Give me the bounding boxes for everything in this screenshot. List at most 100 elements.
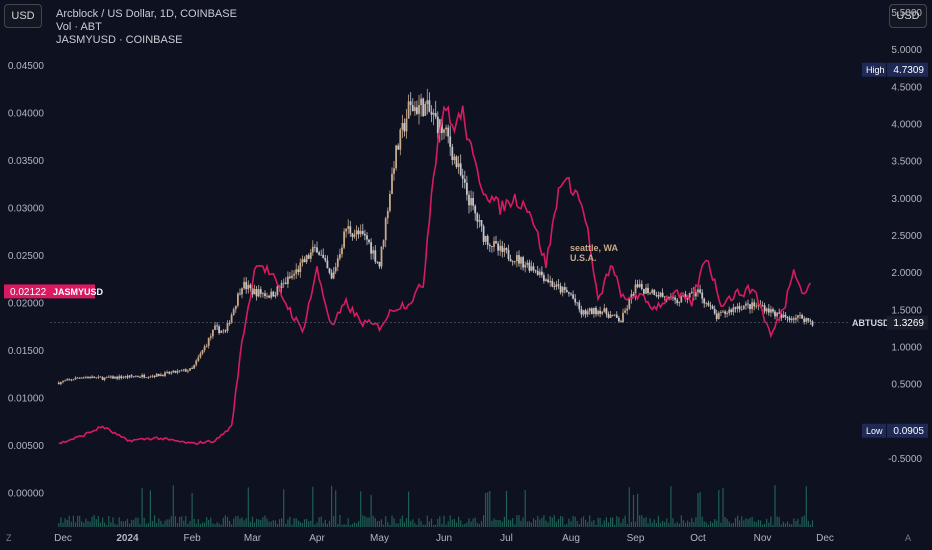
- candle-body: [57, 382, 60, 385]
- volume-bar: [574, 516, 576, 527]
- candle-body: [97, 376, 100, 378]
- volume-bar: [472, 518, 474, 527]
- volume-bar: [737, 515, 739, 527]
- volume-bar: [639, 515, 641, 527]
- candle-body: [628, 299, 631, 309]
- volume-bar: [385, 516, 387, 527]
- candle-body: [422, 98, 425, 116]
- high-value: 4.7309: [893, 65, 924, 76]
- candle-body: [753, 302, 756, 307]
- time-axis-label: Oct: [690, 533, 706, 544]
- volume-bar: [566, 523, 568, 527]
- candle-body: [524, 264, 527, 268]
- volume-bar: [614, 524, 616, 527]
- candle-body: [661, 292, 664, 297]
- volume-bar: [616, 516, 618, 527]
- candle-body: [270, 291, 273, 298]
- candle-body: [495, 241, 497, 244]
- auto-scale-button[interactable]: A: [905, 533, 912, 543]
- volume-bar: [643, 518, 645, 527]
- candle-body: [778, 312, 781, 314]
- candle-body: [732, 307, 735, 313]
- candle-body: [457, 163, 460, 167]
- volume-bar: [607, 522, 610, 527]
- candle-body: [482, 226, 485, 242]
- currency-button-right[interactable]: USD: [889, 4, 927, 28]
- volume-bar: [214, 524, 216, 527]
- volume-bar: [262, 517, 264, 527]
- right-axis-label: 5.5000: [891, 8, 922, 19]
- volume-bar: [387, 522, 389, 527]
- candle-body: [87, 377, 89, 378]
- volume-bar: [703, 521, 705, 527]
- candle-body: [653, 289, 656, 295]
- volume-bar: [709, 521, 712, 527]
- volume-bar: [634, 521, 637, 527]
- volume-bar: [199, 524, 201, 527]
- right-axis-label: 3.0000: [891, 194, 922, 205]
- candle-body: [551, 280, 554, 287]
- candle-body: [78, 377, 81, 379]
- candle-body: [112, 376, 114, 379]
- candle-body: [784, 314, 787, 317]
- volume-bar: [460, 520, 462, 527]
- jasmy-price-value: 0.02122: [10, 287, 47, 298]
- candle-body: [66, 379, 69, 381]
- candle-body: [563, 287, 566, 290]
- volume-bar: [689, 522, 691, 527]
- volume-bar: [93, 515, 95, 527]
- candle-body: [734, 307, 737, 309]
- candle-body: [149, 376, 152, 378]
- candle-body: [145, 377, 148, 379]
- candle-body: [120, 376, 123, 378]
- candle-body: [593, 307, 595, 314]
- candle-body: [247, 284, 250, 290]
- candle-body: [307, 255, 310, 259]
- candle-body: [678, 302, 681, 304]
- candle-body: [130, 375, 133, 377]
- volume-bar: [193, 518, 195, 527]
- volume-bar: [666, 518, 668, 527]
- volume-bar: [322, 523, 324, 527]
- volume-bar: [480, 521, 483, 527]
- volume-bar: [701, 516, 703, 527]
- volume-bar: [793, 518, 795, 527]
- candle-body: [532, 266, 535, 271]
- volume-bar: [759, 520, 762, 527]
- volume-bar: [99, 522, 102, 527]
- volume-bar: [458, 516, 460, 527]
- volume-bar: [493, 518, 495, 527]
- candle-body: [807, 318, 810, 321]
- candle-body: [143, 375, 146, 378]
- jasmy-price-badge: [4, 284, 95, 299]
- candle-body: [511, 261, 514, 263]
- volume-bar: [220, 524, 222, 527]
- compare-symbol-label[interactable]: JASMYUSD · COINBASE: [56, 34, 183, 46]
- candle-body: [472, 198, 474, 206]
- candle-body: [74, 377, 77, 380]
- volume-bar: [728, 521, 730, 527]
- volume-bar: [501, 521, 503, 527]
- candle-body: [751, 302, 753, 310]
- volume-bar: [678, 523, 680, 527]
- candle-body: [164, 372, 166, 376]
- candle-body: [378, 261, 381, 267]
- volume-bar: [630, 521, 632, 527]
- candle-body: [609, 314, 612, 318]
- timezone-corner-left[interactable]: Z: [6, 533, 12, 543]
- volume-bar: [595, 525, 597, 527]
- volume-bar: [510, 520, 512, 527]
- volume-bar: [572, 515, 574, 527]
- volume-bar: [216, 522, 218, 527]
- volume-bar: [81, 521, 83, 527]
- volume-bar: [212, 523, 214, 527]
- volume-indicator-label[interactable]: Vol · ABT: [56, 21, 102, 33]
- candle-body: [176, 371, 179, 373]
- volume-bar: [491, 520, 493, 527]
- candle-body: [709, 305, 712, 307]
- candle-body: [455, 156, 458, 167]
- currency-button-left[interactable]: USD: [4, 4, 42, 28]
- candle-body: [280, 283, 283, 289]
- symbol-title[interactable]: Arcblock / US Dollar, 1D, COINBASE: [56, 8, 237, 20]
